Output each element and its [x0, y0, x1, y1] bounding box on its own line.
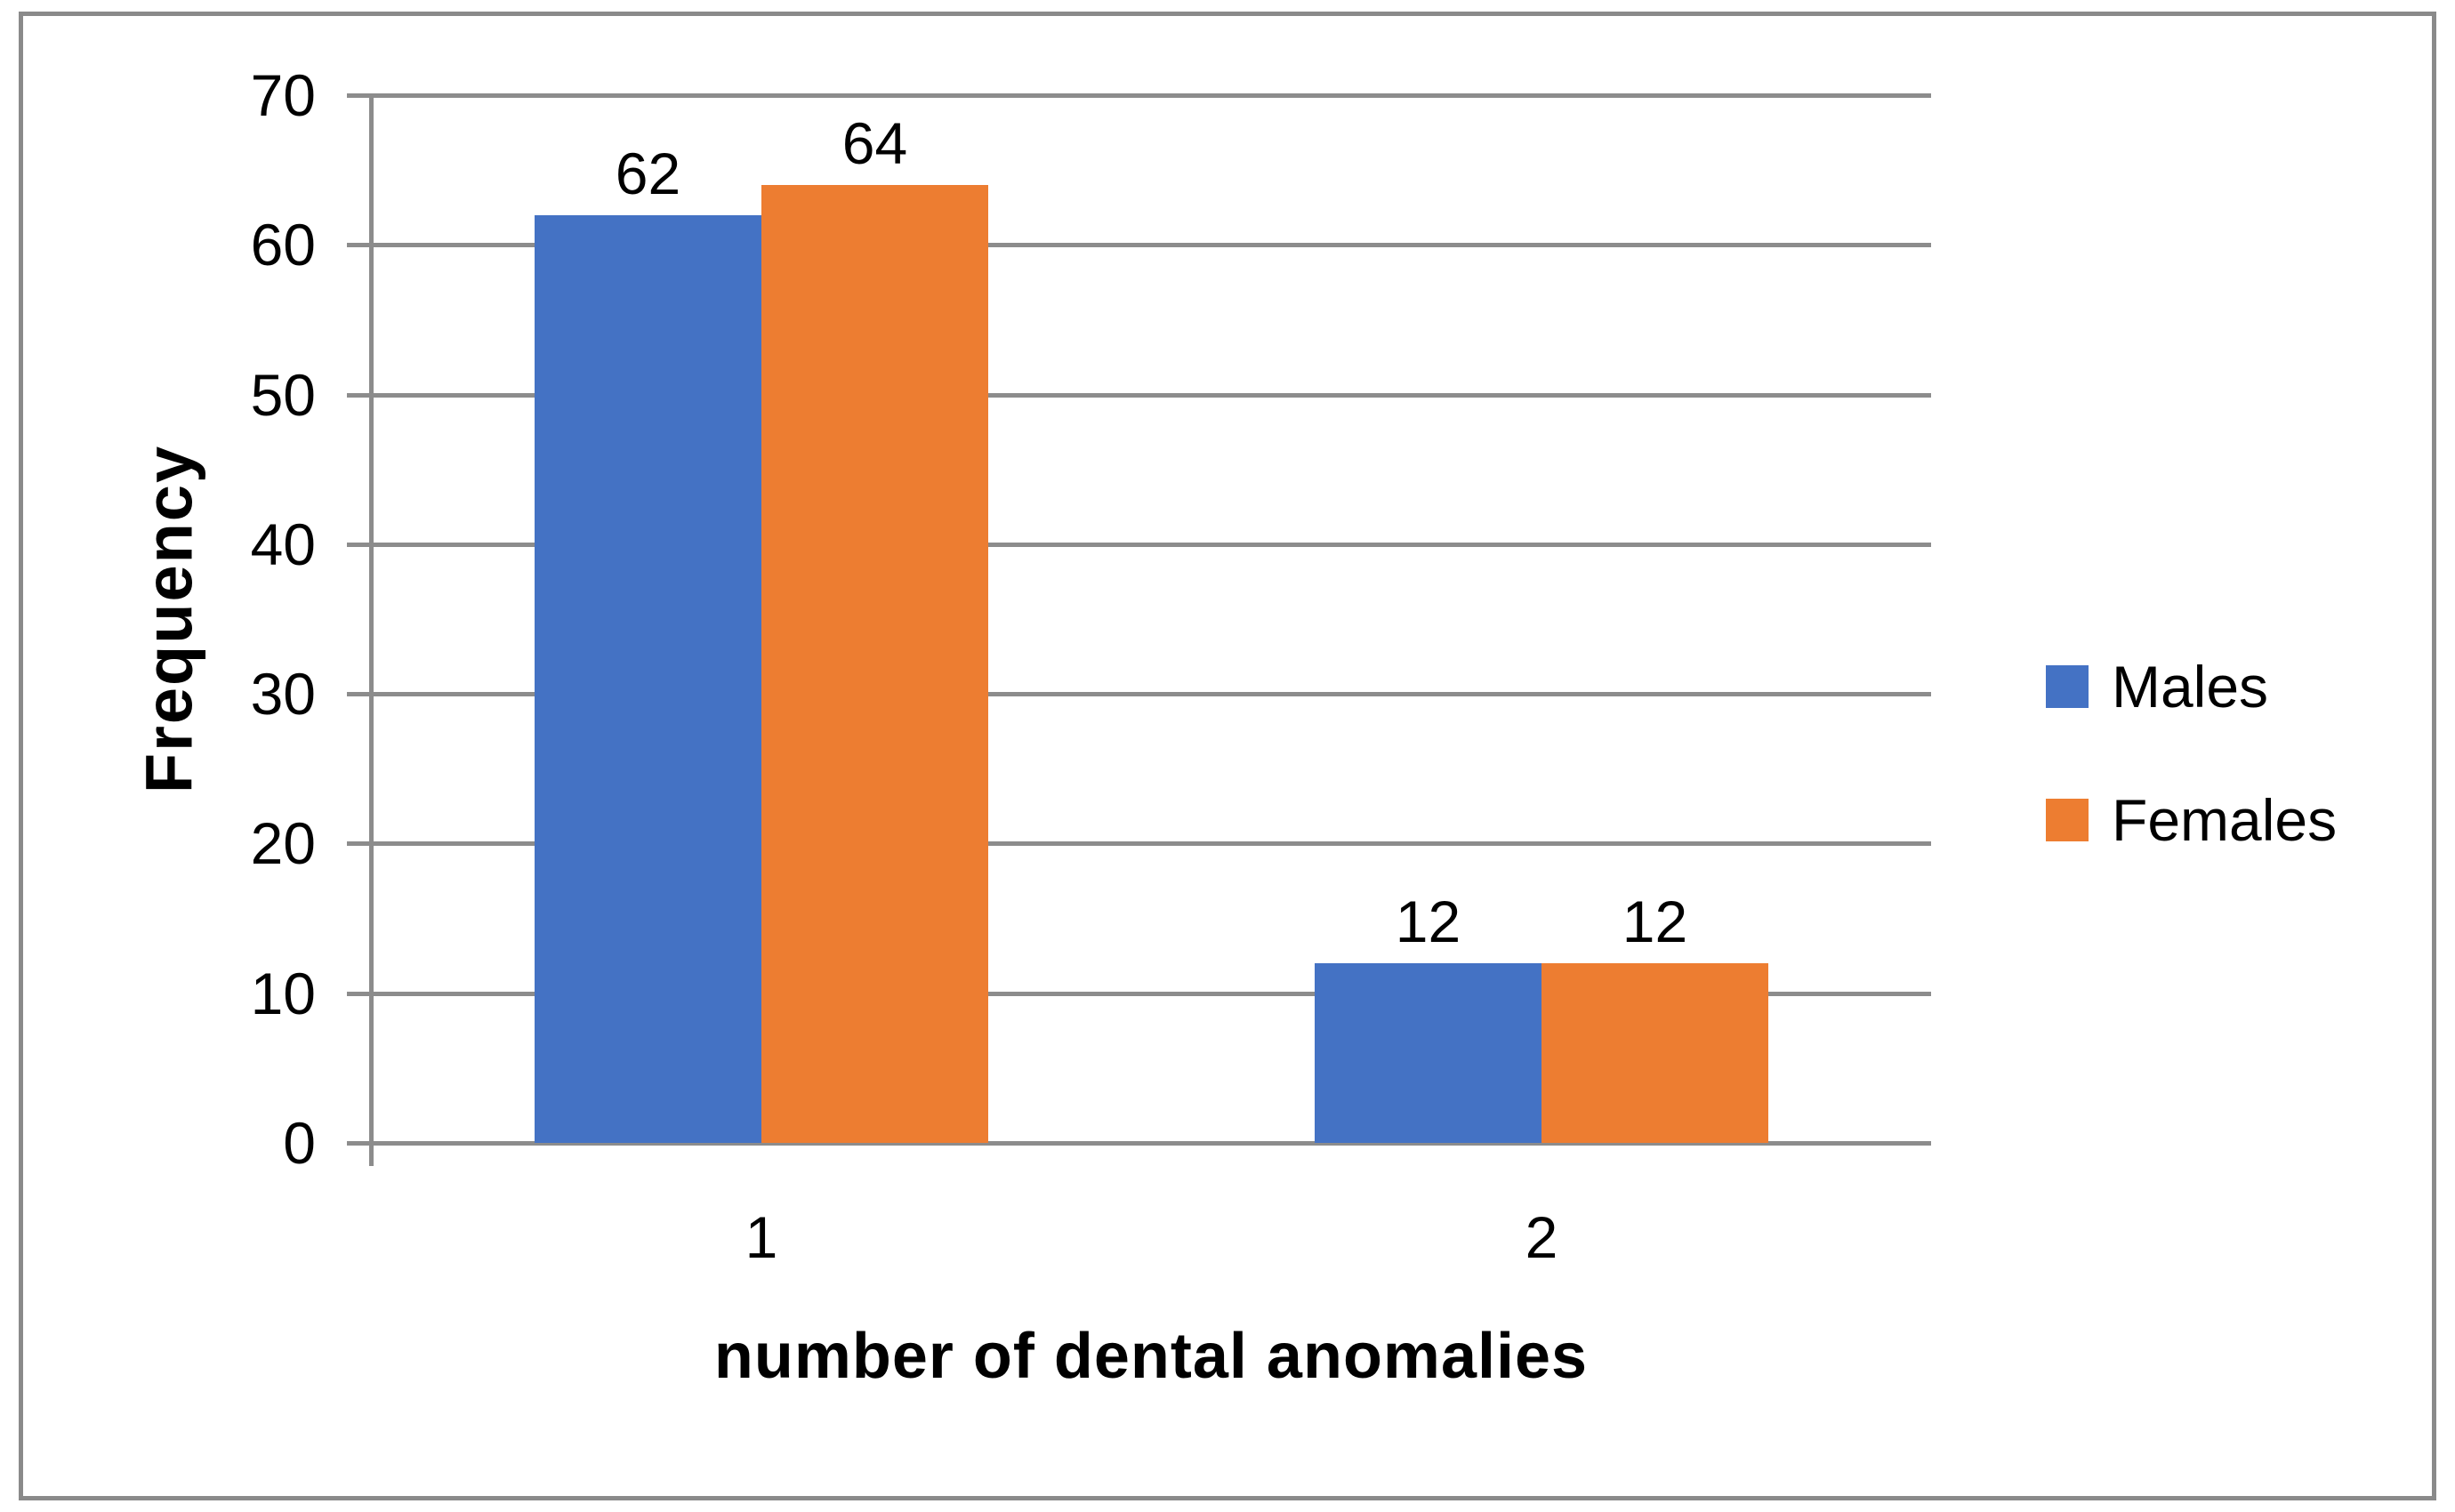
y-axis-tick-40: [347, 543, 371, 547]
legend-label-males: Males: [2112, 654, 2269, 720]
y-tick-label-50: 50: [250, 362, 316, 428]
gridline-y-0: [371, 1141, 1931, 1146]
bar-females-category-1: [761, 185, 988, 1143]
legend-entry-males: Males: [2046, 655, 2268, 718]
bar-value-label-females-category-2: 12: [1622, 889, 1688, 954]
y-axis-tick-20: [347, 841, 371, 846]
y-tick-label-60: 60: [250, 212, 316, 277]
y-tick-label-70: 70: [250, 62, 316, 128]
y-axis-title: Frequency: [132, 444, 206, 794]
gridline-y-70: [371, 93, 1931, 98]
gridline-y-30: [371, 692, 1931, 696]
y-tick-label-20: 20: [250, 810, 316, 876]
bar-males-category-2: [1315, 963, 1541, 1143]
gridline-y-40: [371, 543, 1931, 547]
y-axis-tick-0: [347, 1141, 371, 1146]
gridline-y-50: [371, 393, 1931, 398]
x-axis-title: number of dental anomalies: [713, 1321, 1589, 1392]
bar-value-label-males-category-2: 12: [1395, 889, 1461, 954]
y-axis-tick-50: [347, 393, 371, 398]
y-axis-tick-10: [347, 992, 371, 996]
gridline-y-60: [371, 243, 1931, 247]
gridline-y-10: [371, 992, 1931, 996]
y-tick-label-10: 10: [250, 961, 316, 1026]
y-tick-label-0: 0: [283, 1110, 316, 1176]
legend-label-females: Females: [2112, 787, 2338, 853]
gridline-y-20: [371, 841, 1931, 846]
y-axis-line: [369, 95, 374, 1166]
y-tick-label-30: 30: [250, 661, 316, 727]
bar-females-category-2: [1541, 963, 1768, 1143]
bar-males-category-1: [535, 215, 761, 1143]
x-tick-label-2: 2: [1525, 1204, 1558, 1270]
bar-value-label-females-category-1: 64: [841, 110, 908, 176]
figure-border: [19, 12, 2436, 1500]
legend-swatch-females: [2046, 799, 2089, 841]
y-axis-tick-60: [347, 243, 371, 247]
x-tick-label-1: 1: [745, 1204, 778, 1270]
y-tick-label-40: 40: [250, 511, 316, 577]
y-axis-tick-30: [347, 692, 371, 696]
legend-entry-females: Females: [2046, 789, 2337, 851]
y-axis-tick-70: [347, 93, 371, 98]
bar-value-label-males-category-1: 62: [615, 141, 681, 206]
legend-swatch-males: [2046, 665, 2089, 708]
